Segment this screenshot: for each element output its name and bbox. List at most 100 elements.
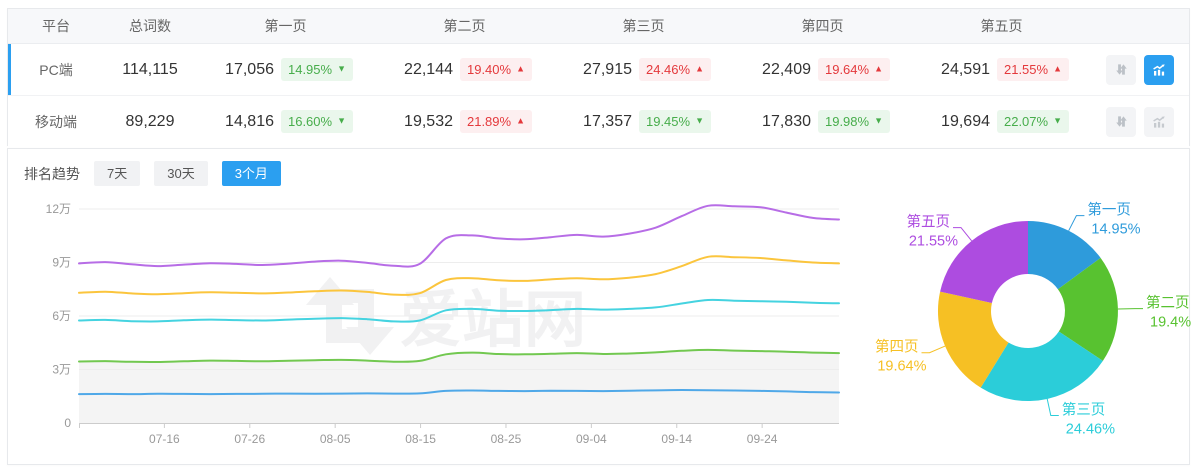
up-triangle-icon: ▲: [874, 63, 883, 74]
x-axis-label: 08-25: [491, 432, 522, 446]
down-triangle-icon: ▼: [1053, 115, 1062, 126]
up-triangle-icon: ▲: [516, 115, 525, 126]
sort-arrows-icon[interactable]: [1106, 106, 1136, 137]
table-header-row: 平台 总词数 第一页 第二页 第三页 第四页 第五页: [8, 9, 1189, 44]
table-body: PC端 114,115 17,056 14.95% ▼ 22,144 19.40…: [8, 44, 1189, 147]
page-count: 24,591: [941, 60, 990, 78]
page-count: 19,694: [941, 112, 990, 130]
up-triangle-icon: ▲: [695, 63, 704, 74]
table-column-header: 总词数: [129, 18, 171, 34]
table-row[interactable]: 移动端 89,229 14,816 16.60% ▼ 19,532 21.89%…: [8, 96, 1189, 147]
donut-label-leader: [1046, 398, 1059, 416]
total-words-value: 114,115: [122, 60, 178, 78]
table-column-header: 第二页: [443, 18, 486, 34]
table-column-header: 平台: [42, 18, 70, 34]
platform-label: 移动端: [35, 113, 77, 130]
change-badge: 19.45% ▼: [638, 110, 711, 133]
row-actions: [1091, 106, 1189, 137]
trend-tab-7天[interactable]: 7天: [94, 161, 141, 186]
donut-label-name: 第五页: [907, 213, 951, 231]
trend-tab-3个月[interactable]: 3个月: [221, 161, 281, 186]
donut-label-percent: 19.64%: [877, 359, 926, 375]
change-badge: 19.98% ▼: [817, 110, 890, 133]
donut-slice-第一页[interactable]: [1028, 221, 1101, 290]
donut-label-name: 第四页: [875, 338, 919, 356]
trend-tab-30天[interactable]: 30天: [154, 161, 208, 186]
x-axis-label: 07-16: [149, 432, 180, 446]
change-badge: 21.89% ▲: [459, 110, 532, 133]
donut-label-percent: 19.4%: [1150, 315, 1191, 331]
donut-label-name: 第一页: [1087, 201, 1131, 219]
watermark-text: 爱站网: [400, 286, 586, 355]
keyword-rank-table-panel: 平台 总词数 第一页 第二页 第三页 第四页 第五页 PC端 114,115 17,056 …: [7, 8, 1190, 147]
trend-title: 排名趋势: [24, 165, 80, 182]
donut-slice-第三页[interactable]: [980, 331, 1103, 402]
page-count: 27,915: [583, 60, 632, 78]
y-axis-label: 0: [64, 416, 71, 430]
table-column-header: 第一页: [264, 18, 307, 34]
donut-slice-第二页[interactable]: [1057, 257, 1118, 361]
change-badge: 21.55% ▲: [996, 58, 1069, 81]
x-axis-label: 08-05: [320, 432, 351, 446]
row-actions: [1091, 54, 1189, 85]
x-axis-label: 08-15: [405, 432, 436, 446]
table-column-header: 第四页: [801, 18, 844, 34]
up-triangle-icon: ▲: [1053, 63, 1062, 74]
area-fill: [79, 349, 839, 423]
donut-slice-第四页[interactable]: [937, 291, 1009, 388]
page-count: 19,532: [404, 112, 453, 130]
page-distribution-donut-chart[interactable]: 第一页 14.95% 第二页 19.4% 第三页 24.46% 第四页 19.64% 第五页 21…: [851, 179, 1191, 451]
down-triangle-icon: ▼: [337, 63, 346, 74]
table-row[interactable]: PC端 114,115 17,056 14.95% ▼ 22,144 19.40…: [8, 44, 1189, 96]
line-series-第四页: [78, 255, 840, 296]
x-axis-label: 09-14: [661, 432, 692, 446]
y-axis-label: 6万: [52, 309, 71, 323]
trend-header: 排名趋势 7天 30天 3个月: [8, 149, 1189, 186]
page-count: 17,357: [583, 112, 632, 130]
page-stat-cell: 19,532 21.89% ▲: [375, 110, 554, 133]
change-badge: 24.46% ▲: [638, 58, 711, 81]
down-triangle-icon: ▼: [695, 115, 704, 126]
total-words-value: 89,229: [125, 112, 175, 130]
trend-chart-icon[interactable]: [1144, 106, 1174, 137]
page-stat-cell: 17,357 19.45% ▼: [554, 110, 733, 133]
line-series-第二页: [78, 348, 840, 364]
donut-label-name: 第三页: [1062, 401, 1106, 419]
table-column-header: 第五页: [980, 18, 1023, 34]
page-stat-cell: 27,915 24.46% ▲: [554, 58, 733, 81]
sort-arrows-icon[interactable]: [1106, 54, 1136, 85]
y-axis-label: 12万: [46, 202, 71, 216]
page-stat-cell: 24,591 21.55% ▲: [912, 58, 1091, 81]
x-axis-label: 09-24: [747, 432, 778, 446]
down-triangle-icon: ▼: [337, 115, 346, 126]
page-count: 17,056: [225, 60, 274, 78]
page-count: 14,816: [225, 112, 274, 130]
line-series-第一页: [78, 388, 840, 396]
change-badge: 16.60% ▼: [280, 110, 353, 133]
table-column-header: 第三页: [622, 18, 665, 34]
donut-label-percent: 21.55%: [909, 234, 958, 250]
donut-label-percent: 14.95%: [1091, 222, 1140, 238]
y-axis-label: 3万: [52, 363, 71, 377]
watermark: 爱站网: [306, 277, 586, 355]
page-count: 22,144: [404, 60, 453, 78]
down-triangle-icon: ▼: [874, 115, 883, 126]
change-badge: 14.95% ▼: [280, 58, 353, 81]
line-series-第三页: [78, 298, 840, 323]
change-badge: 19.64% ▲: [817, 58, 890, 81]
donut-label-percent: 24.46%: [1066, 422, 1115, 438]
trend-chart-icon[interactable]: [1144, 54, 1174, 85]
donut-label-name: 第二页: [1146, 294, 1190, 312]
donut-label-leader: [921, 345, 946, 354]
page-count: 17,830: [762, 112, 811, 130]
watermark-logo-icon: [338, 289, 394, 355]
rank-trend-panel: 排名趋势 7天 30天 3个月 爱站网 07-16 07-26 08-05 08-15 08-…: [7, 148, 1191, 465]
change-badge: 22.07% ▼: [996, 110, 1069, 133]
x-axis-label: 09-04: [576, 432, 607, 446]
page-count: 22,409: [762, 60, 811, 78]
donut-slice-第五页[interactable]: [940, 221, 1028, 303]
page-stat-cell: 14,816 16.60% ▼: [196, 110, 375, 133]
page-stat-cell: 17,056 14.95% ▼: [196, 58, 375, 81]
line-series-第五页: [78, 204, 840, 268]
